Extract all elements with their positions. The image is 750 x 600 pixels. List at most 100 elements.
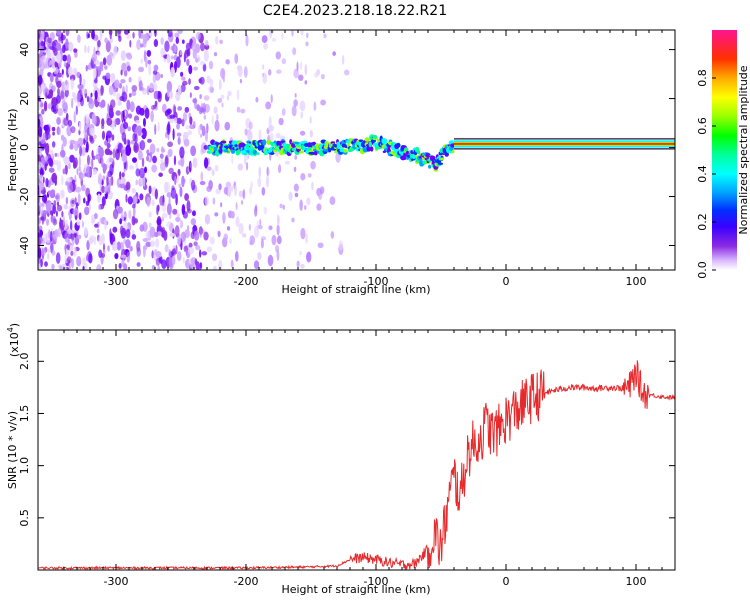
- spectrogram-noise-blob: [119, 225, 124, 235]
- spectrogram-noise-blob: [97, 193, 101, 203]
- spectrogram-noise-blob: [96, 93, 101, 103]
- spectrogram-noise-blob: [170, 90, 173, 100]
- spectrogram-noise-blob: [102, 57, 107, 66]
- spectrogram-noise-blob: [74, 157, 78, 168]
- spectrogram-noise-blob: [242, 189, 246, 200]
- spectrogram-noise-blob: [169, 213, 172, 220]
- spectrogram-noise-blob: [294, 155, 298, 160]
- spectrogram-noise-blob: [44, 261, 48, 267]
- spectrogram-noise-blob: [203, 114, 206, 120]
- spectrogram-noise-blob: [129, 245, 133, 252]
- spectrogram-noise-blob: [192, 98, 198, 104]
- spectrogram-noise-blob: [230, 211, 235, 219]
- spectrogram-noise-blob: [193, 66, 198, 71]
- spectrogram-noise-blob: [223, 233, 229, 242]
- spectrogram-noise-blob: [269, 132, 274, 142]
- spectrogram-noise-blob: [86, 95, 90, 103]
- spectrogram-noise-blob: [219, 79, 222, 91]
- spectrogram-noise-blob: [146, 155, 150, 162]
- snr-ytick-label: 1.0: [18, 457, 31, 475]
- spectrogram-noise-blob: [187, 130, 192, 136]
- spectrogram-noise-blob: [112, 148, 116, 159]
- spectrogram-noise-blob: [145, 56, 148, 68]
- colorbar-label: Normalized spectral amplitude: [737, 65, 750, 234]
- spectrogram-noise-blob: [115, 117, 121, 126]
- spectrogram-noise-blob: [56, 52, 61, 63]
- snr-xtick-label: -200: [234, 575, 259, 588]
- spectrogram-noise-blob: [330, 231, 335, 239]
- spectrogram-ridge-mark: [370, 139, 377, 143]
- snr-xtick-label: -100: [364, 575, 389, 588]
- spectrogram-noise-blob: [128, 209, 132, 219]
- spectrogram-ridge-mark: [299, 150, 305, 154]
- spectrogram-noise-blob: [80, 96, 84, 107]
- spectrogram-noise-blob: [106, 117, 113, 126]
- spectrogram-noise-blob: [298, 74, 304, 81]
- spectrogram-noise-blob: [53, 230, 58, 243]
- spectrogram-noise-blob: [269, 30, 272, 39]
- spectrogram-noise-blob: [316, 203, 322, 211]
- spectrogram-noise-blob: [121, 62, 127, 72]
- spectrogram-noise-blob: [174, 32, 180, 39]
- spectrogram-noise-blob: [208, 60, 214, 70]
- spectrogram-noise-blob: [218, 259, 223, 270]
- spectrogram-noise-blob: [39, 60, 45, 72]
- spectrogram-xtick-label: 100: [626, 275, 647, 288]
- spectrogram-noise-blob: [113, 45, 118, 56]
- colorbar-tick-label: 0.0: [696, 261, 709, 279]
- spectrogram-xlabel: Height of straight line (km): [281, 283, 430, 296]
- chart-title: C2E4.2023.218.18.22.R21: [263, 3, 447, 19]
- spectrogram-noise-blob: [278, 117, 284, 126]
- spectrogram-noise-blob: [220, 202, 223, 208]
- spectrogram-noise-blob: [125, 181, 131, 191]
- spectrogram-noise-blob: [191, 40, 197, 52]
- spectrogram-noise-blob: [193, 230, 200, 241]
- spectrogram-noise-blob: [159, 195, 165, 206]
- spectrogram-ridge-mark: [293, 141, 300, 145]
- spectrogram-noise-blob: [299, 199, 303, 211]
- spectrogram-noise-blob: [104, 148, 111, 156]
- spectrogram-noise-blob: [189, 124, 196, 130]
- spectrogram-noise-blob: [199, 60, 206, 66]
- spectrogram-noise-blob: [199, 42, 205, 52]
- spectrogram-noise-blob: [300, 173, 306, 181]
- spectrogram-noise-blob: [74, 197, 77, 205]
- spectrogram-noise-blob: [157, 121, 160, 132]
- spectrogram-noise-blob: [291, 217, 295, 223]
- spectrogram-noise-blob: [55, 210, 58, 217]
- spectrogram-ridge-mark: [381, 138, 388, 145]
- spectrogram-noise-blob: [88, 96, 93, 105]
- spectrogram-noise-blob: [238, 222, 244, 235]
- spectrogram-noise-blob: [164, 181, 171, 194]
- spectrogram-noise-blob: [179, 50, 183, 56]
- spectrogram-noise-blob: [142, 238, 149, 243]
- spectrogram-noise-blob: [153, 39, 159, 48]
- spectrogram-ridge-mark: [403, 147, 409, 152]
- spectrogram-noise-blob: [100, 156, 104, 168]
- spectrogram-ridge-mark: [364, 137, 370, 142]
- spectrogram-noise-blob: [323, 33, 327, 39]
- spectrogram-noise-blob: [125, 84, 128, 94]
- spectrogram-noise-blob: [205, 130, 209, 142]
- spectrogram-noise-blob: [235, 202, 238, 211]
- spectrogram-noise-blob: [139, 107, 145, 116]
- spectrogram-noise-blob: [160, 146, 165, 153]
- spectrogram-noise-blob: [145, 241, 152, 248]
- spectrogram-noise-blob: [38, 247, 42, 259]
- spectrogram-noise-blob: [211, 115, 214, 125]
- spectrogram-noise-blob: [203, 95, 210, 101]
- spectrogram-noise-blob: [53, 200, 57, 207]
- spectrogram-noise-blob: [181, 118, 185, 127]
- spectrogram-noise-blob: [98, 205, 101, 211]
- spectrogram-noise-blob: [69, 154, 75, 163]
- spectrogram-noise-blob: [84, 44, 87, 54]
- spectrogram-noise-blob: [153, 64, 159, 72]
- spectrogram-noise-blob: [135, 119, 141, 124]
- spectrogram-noise-blob: [47, 103, 51, 110]
- spectrogram-noise-blob: [81, 220, 84, 228]
- spectrogram-noise-blob: [104, 186, 107, 195]
- spectrogram-noise-blob: [82, 265, 85, 270]
- spectrogram-noise-blob: [124, 30, 130, 35]
- spectrogram-noise-blob: [116, 30, 122, 35]
- spectrogram-noise-blob: [177, 106, 183, 111]
